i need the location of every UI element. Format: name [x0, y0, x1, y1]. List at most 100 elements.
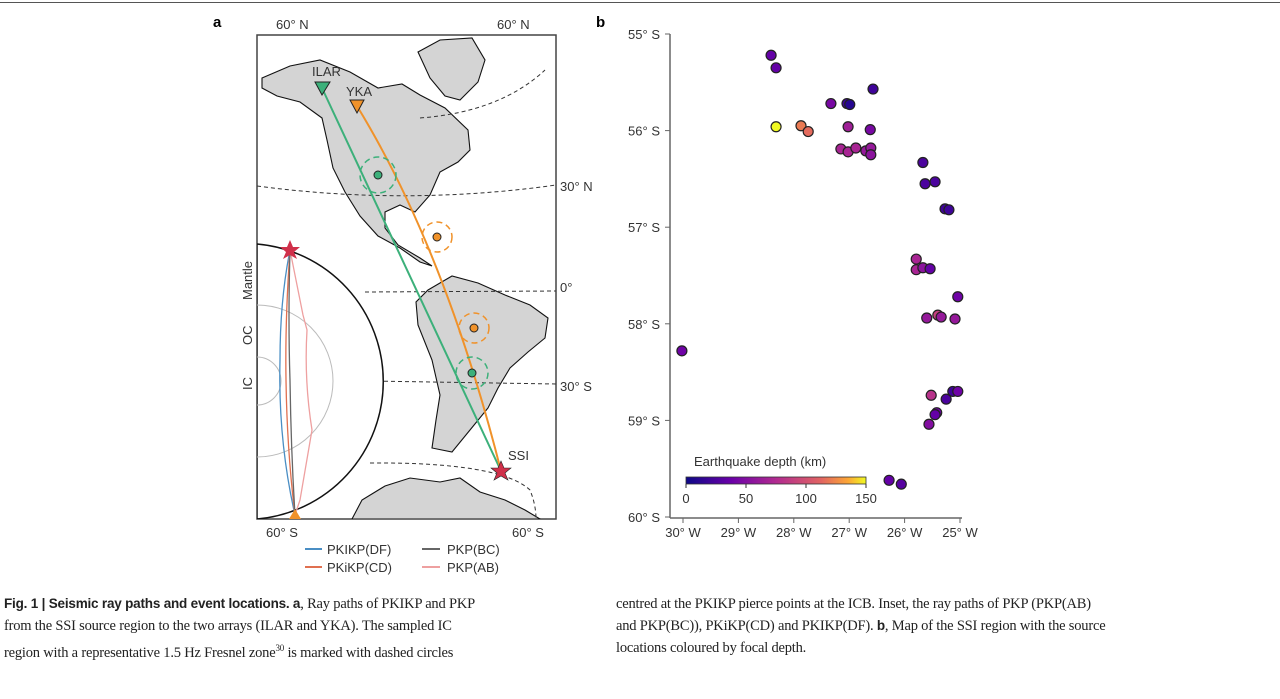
caption-b-label: b [876, 618, 885, 633]
colorbar-gradient [685, 476, 867, 485]
earthquake-point [883, 474, 895, 486]
lat-label-30n: 30° N [560, 179, 593, 194]
earthquake-point [844, 98, 856, 111]
inset-source-star-icon [280, 240, 300, 259]
source-star-icon [490, 460, 512, 481]
depth-colorbar: Earthquake depth (km) 0 50 100 150 [682, 454, 876, 506]
inset-inner-core-boundary [257, 356, 282, 406]
earthquake-point [924, 263, 936, 275]
y-tick-label: 60° S [628, 510, 660, 525]
lat-label-30s: 30° S [560, 379, 592, 394]
greenland-landmass [417, 37, 486, 101]
station-label-yka: YKA [346, 84, 372, 99]
inset-label-ic: IC [240, 377, 255, 390]
panel-b-label: b [596, 14, 605, 31]
earthquake-point [949, 313, 961, 325]
earthquake-point [770, 121, 782, 133]
y-tick-label: 59° S [628, 413, 660, 428]
caption-text: and PKP(BC)), PKiKP(CD) and PKIKP(DF). [616, 618, 877, 634]
earthquake-point [795, 120, 807, 132]
earthquake-point [770, 62, 782, 74]
legend-label: PKP(BC) [447, 542, 500, 557]
inset-outer-core-boundary [257, 304, 334, 458]
earthquake-point [921, 312, 933, 324]
caption-text: is marked with dashed circles [284, 644, 454, 661]
earthquake-point [850, 142, 862, 154]
caption-a-label: a [292, 596, 301, 611]
yka-ray-path [356, 105, 502, 472]
lat-label-top-left: 60° N [276, 17, 309, 32]
earthquake-point [825, 97, 837, 110]
x-tick-label: 30° W [665, 525, 701, 540]
earth-inset [257, 240, 385, 519]
pierce-point [467, 368, 477, 378]
earthquake-point [910, 253, 922, 265]
earthquake-point [952, 385, 964, 398]
lat-line-60n [419, 69, 546, 119]
lat-label-bottom-right: 60° S [512, 525, 544, 540]
caption-text: region with a representative 1.5 Hz Fres… [4, 644, 276, 661]
earthquake-point [940, 393, 952, 405]
colorbar-title: Earthquake depth (km) [694, 454, 826, 469]
earthquake-point [765, 49, 777, 61]
ilar-ray-path [321, 87, 502, 472]
legend-label: PKiKP(CD) [327, 560, 392, 575]
earthquake-point [864, 124, 876, 136]
lat-label-top-right: 60° N [497, 17, 530, 32]
earthquake-point [895, 478, 907, 490]
fresnel-zone-circle [421, 221, 453, 253]
x-tick-label: 27° W [831, 525, 867, 540]
lat-line-30n [257, 184, 556, 197]
north-america-landmass [261, 59, 471, 267]
legend-label: PKP(AB) [447, 560, 499, 575]
lat-label-bottom-left: 60° S [266, 525, 298, 540]
caption-text: locations coloured by focal depth. [616, 640, 807, 656]
fresnel-zone-circle [458, 312, 490, 344]
lat-line-30s [369, 380, 556, 385]
earthquake-point [929, 409, 941, 421]
inset-receiver-triangle-icon [289, 509, 301, 519]
x-tick-label: 26° W [887, 525, 923, 540]
earthquake-point [929, 176, 941, 188]
source-label-ssi: SSI [508, 448, 529, 463]
colorbar-tick-label: 150 [855, 491, 877, 506]
caption-column-2: centred at the PKIKP pierce points at th… [616, 593, 1236, 659]
caption-text: centred at the PKIKP pierce points at th… [616, 596, 1091, 612]
earthquake-point [865, 149, 877, 161]
x-tick-label: 28° W [776, 525, 812, 540]
panel-b: b 30° W 29° W 28° W 27° W 26° W 25° W 55° S 56°… [596, 14, 978, 540]
panel-a: a 60° N 60° N [213, 14, 593, 575]
fresnel-zone-circle [455, 356, 489, 390]
inset-label-oc: OC [240, 326, 255, 346]
legend-label: PKIKP(DF) [327, 542, 391, 557]
ray-pkikp-df [279, 249, 296, 516]
earthquake-point [676, 345, 688, 357]
pierce-point [373, 170, 383, 180]
top-rule [0, 2, 1280, 3]
station-label-ilar: ILAR [312, 64, 341, 79]
panel-a-label: a [213, 14, 222, 31]
y-tick-label: 56° S [628, 124, 660, 139]
ilar-station-triangle-icon [314, 81, 331, 97]
x-tick-label: 25° W [942, 525, 978, 540]
x-tick-label: 29° W [721, 525, 757, 540]
caption-text: , Map of the SSI region with the source [884, 618, 1106, 634]
ray-legend: PKIKP(DF) PKP(BC) PKiKP(CD) PKP(AB) [305, 542, 500, 575]
ray-pkp-ab [289, 249, 313, 516]
ray-pkikp-cd [285, 249, 296, 516]
caption-reference: 30 [275, 643, 285, 653]
earthquake-point [917, 156, 929, 169]
fresnel-zone-circle [359, 156, 397, 194]
caption-text: from the SSI source region to the two ar… [4, 618, 452, 634]
y-tick-label: 57° S [628, 220, 660, 235]
y-tick-label: 55° S [628, 27, 660, 42]
lat-line-equator [364, 290, 556, 293]
inset-label-mantle: Mantle [240, 261, 255, 300]
earthquake-point [952, 291, 964, 303]
lat-label-equator: 0° [560, 280, 572, 295]
earthquake-point [802, 125, 814, 138]
earthquake-point [867, 83, 879, 95]
earthquake-point [919, 178, 931, 190]
earthquake-point [943, 204, 955, 216]
caption-fig-label: Fig. 1 | Seismic ray paths and event loc… [4, 596, 290, 611]
